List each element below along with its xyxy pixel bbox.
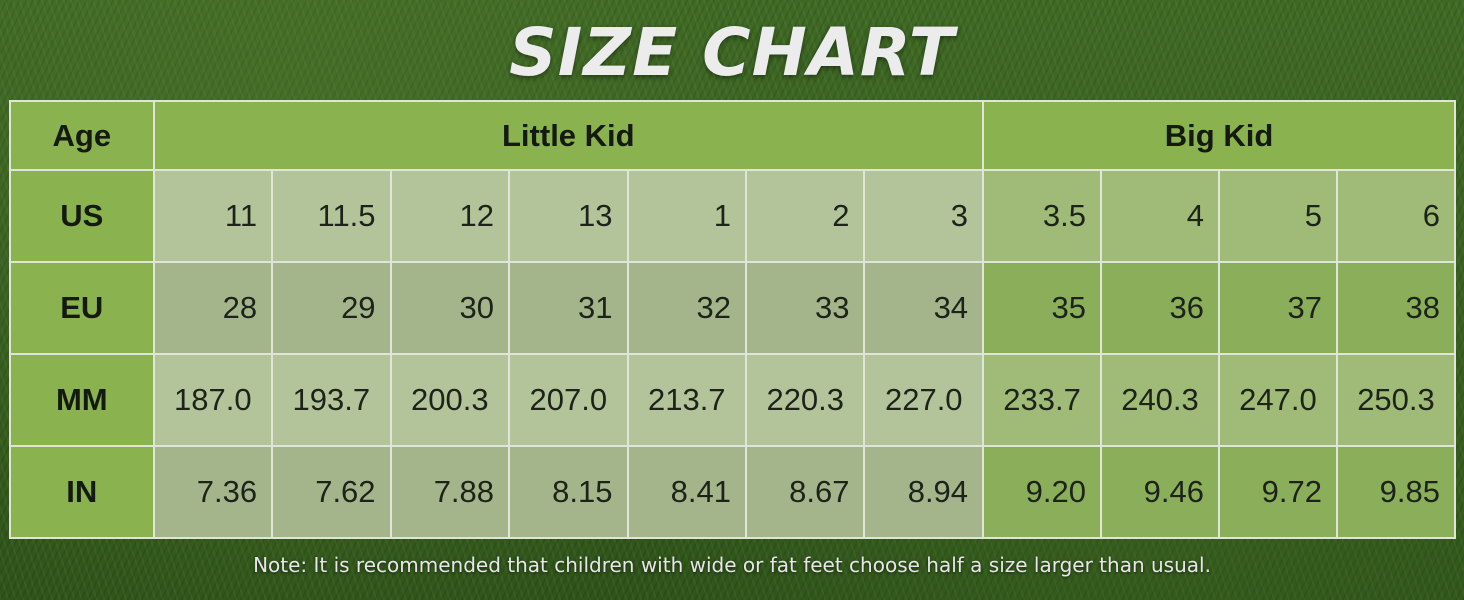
table-cell: 7.62 <box>271 445 392 539</box>
table-row-eu: EU 28 29 30 31 32 33 34 35 36 37 38 <box>9 261 1457 355</box>
table-cell: 34 <box>863 261 985 355</box>
row-label: US <box>9 169 155 263</box>
little-kid-header: Little Kid <box>152 100 985 171</box>
table-cell: 233.7 <box>982 353 1103 447</box>
table-cell: 30 <box>389 261 511 355</box>
header-row: Age Little Kid Big Kid <box>9 100 1456 171</box>
table-cell: 8.67 <box>744 445 866 539</box>
table-row-in: IN 7.36 7.62 7.88 8.15 8.41 8.67 8.94 9.… <box>9 445 1457 539</box>
table-cell: 12 <box>389 169 511 263</box>
table-cell: 11.5 <box>271 169 392 263</box>
table-cell: 207.0 <box>508 353 629 447</box>
table-cell: 9.46 <box>1100 445 1220 539</box>
table-cell: 32 <box>626 261 748 355</box>
table-row-us: US 11 11.5 12 13 1 2 3 3.5 4 5 6 <box>9 169 1457 263</box>
big-kid-header: Big Kid <box>982 100 1456 171</box>
row-label: MM <box>9 353 155 447</box>
table-cell: 213.7 <box>626 353 748 447</box>
page-title: SIZE CHART <box>509 14 955 91</box>
table-cell: 187.0 <box>152 353 274 447</box>
table-cell: 220.3 <box>744 353 866 447</box>
table-cell: 13 <box>508 169 629 263</box>
table-cell: 8.94 <box>863 445 985 539</box>
table-cell: 33 <box>744 261 866 355</box>
table-cell: 9.85 <box>1335 445 1457 539</box>
table-cell: 36 <box>1100 261 1220 355</box>
table-cell: 35 <box>982 261 1103 355</box>
row-label: IN <box>9 445 155 539</box>
table-cell: 200.3 <box>389 353 511 447</box>
table-cell: 193.7 <box>271 353 392 447</box>
table-cell: 247.0 <box>1217 353 1338 447</box>
table-cell: 11 <box>152 169 274 263</box>
table-cell: 4 <box>1100 169 1220 263</box>
row-label: EU <box>9 261 155 355</box>
size-chart-table: Age Little Kid Big Kid US 11 11.5 12 13 … <box>9 100 1457 539</box>
table-cell: 3.5 <box>982 169 1103 263</box>
table-cell: 2 <box>744 169 866 263</box>
table-cell: 9.72 <box>1217 445 1338 539</box>
table-cell: 5 <box>1217 169 1338 263</box>
table-cell: 37 <box>1217 261 1338 355</box>
table-cell: 7.88 <box>389 445 511 539</box>
table-cell: 240.3 <box>1100 353 1220 447</box>
table-cell: 29 <box>271 261 392 355</box>
table-cell: 1 <box>626 169 748 263</box>
sizing-note: Note: It is recommended that children wi… <box>253 553 1211 577</box>
table-cell: 8.41 <box>626 445 748 539</box>
table-cell: 31 <box>508 261 629 355</box>
age-header: Age <box>9 100 155 171</box>
table-cell: 250.3 <box>1335 353 1457 447</box>
table-cell: 8.15 <box>508 445 629 539</box>
table-cell: 227.0 <box>863 353 985 447</box>
table-row-mm: MM 187.0 193.7 200.3 207.0 213.7 220.3 2… <box>9 353 1457 447</box>
table-cell: 28 <box>152 261 274 355</box>
table-cell: 7.36 <box>152 445 274 539</box>
table-cell: 9.20 <box>982 445 1103 539</box>
table-cell: 3 <box>863 169 985 263</box>
table-cell: 38 <box>1335 261 1457 355</box>
table-cell: 6 <box>1335 169 1457 263</box>
